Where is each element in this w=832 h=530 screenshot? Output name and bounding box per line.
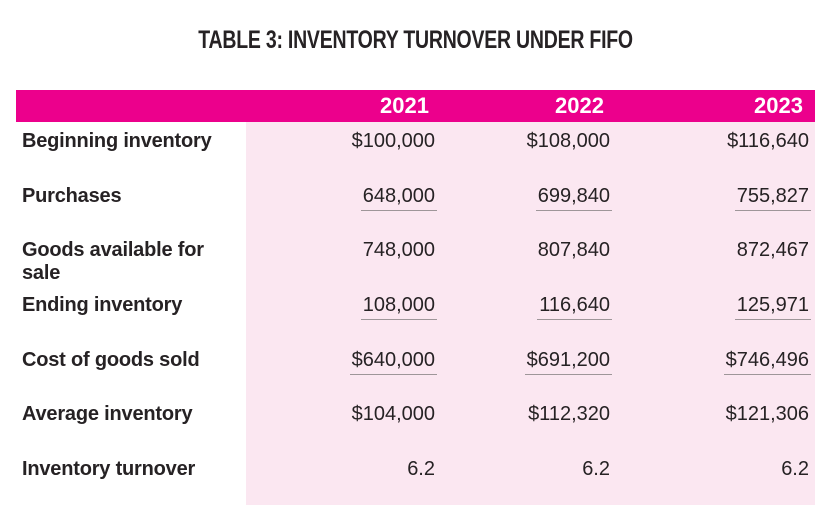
cell-value: $100,000 (246, 122, 441, 177)
cell-value: $121,306 (616, 395, 815, 451)
row-label: Purchases (22, 184, 122, 207)
table-row-goods-available: Goods available for sale 748,000 807,840… (16, 231, 815, 287)
table-row-cost-of-goods-sold: Cost of goods sold $640,000 $691,200 $74… (16, 340, 815, 396)
cell-value: $104,000 (246, 395, 441, 451)
row-label: Beginning inventory (22, 130, 212, 152)
cell-value: 116,640 (441, 286, 616, 341)
table-body: Beginning inventory $100,000 $108,000 $1… (16, 122, 815, 505)
table-row-purchases: Purchases 648,000 699,840 755,827 (16, 176, 815, 232)
row-label: Average inventory (22, 403, 193, 426)
row-label: Goods available for sale (22, 239, 204, 285)
title-container: TABLE 3: INVENTORY TURNOVER UNDER FIFO (0, 26, 832, 55)
cell-value: 748,000 (246, 231, 441, 287)
table-row-inventory-turnover: Inventory turnover 6.2 6.2 6.2 (16, 450, 815, 505)
cell-value: 108,000 (246, 286, 441, 341)
cell-value: 699,840 (441, 176, 616, 232)
cell-value: $746,496 (616, 340, 815, 396)
cell-value: 6.2 (616, 450, 815, 505)
cell-value: 872,467 (616, 231, 815, 287)
cell-value: 648,000 (246, 176, 441, 232)
row-label: Ending inventory (22, 294, 183, 317)
cell-value: $640,000 (246, 340, 441, 396)
table-header-row: 2021 2022 2023 (16, 90, 815, 122)
row-label: Cost of goods sold (22, 348, 200, 371)
cell-value: 6.2 (441, 450, 616, 505)
row-label: Inventory turnover (22, 458, 196, 481)
table-title: TABLE 3: INVENTORY TURNOVER UNDER FIFO (198, 26, 634, 54)
cell-value: $108,000 (441, 122, 616, 177)
cell-value: $112,320 (441, 395, 616, 451)
table-row-beginning-inventory: Beginning inventory $100,000 $108,000 $1… (16, 122, 815, 177)
column-header-2023: 2023 (754, 93, 803, 118)
cell-value: 807,840 (441, 231, 616, 287)
table-row-average-inventory: Average inventory $104,000 $112,320 $121… (16, 395, 815, 451)
cell-value: 755,827 (616, 176, 815, 232)
column-header-2021: 2021 (380, 93, 429, 118)
cell-value: $691,200 (441, 340, 616, 396)
table-row-ending-inventory: Ending inventory 108,000 116,640 125,971 (16, 286, 815, 341)
cell-value: $116,640 (616, 122, 815, 177)
cell-value: 6.2 (246, 450, 441, 505)
column-header-2022: 2022 (555, 93, 604, 118)
cell-value: 125,971 (616, 286, 815, 341)
inventory-turnover-table: 2021 2022 2023 Beginning inventory $100,… (16, 90, 815, 505)
